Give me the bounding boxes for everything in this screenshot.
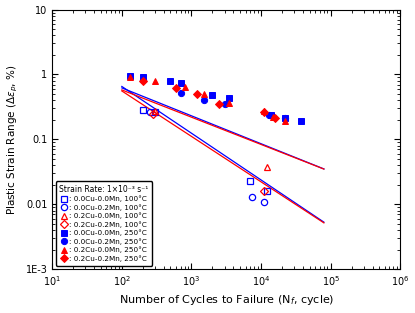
- X-axis label: Number of Cycles to Failure (N$_f$, cycle): Number of Cycles to Failure (N$_f$, cycl…: [119, 294, 334, 307]
- Y-axis label: Plastic Strain Range ($\Delta\varepsilon_p$, %): Plastic Strain Range ($\Delta\varepsilon…: [5, 64, 20, 215]
- Legend: : 0.0Cu-0.0Mn, 100°C, : 0.0Cu-0.2Mn, 100°C, : 0.2Cu-0.0Mn, 100°C, : 0.2Cu-0.2Mn,: : 0.0Cu-0.0Mn, 100°C, : 0.0Cu-0.2Mn, 100…: [56, 181, 152, 266]
